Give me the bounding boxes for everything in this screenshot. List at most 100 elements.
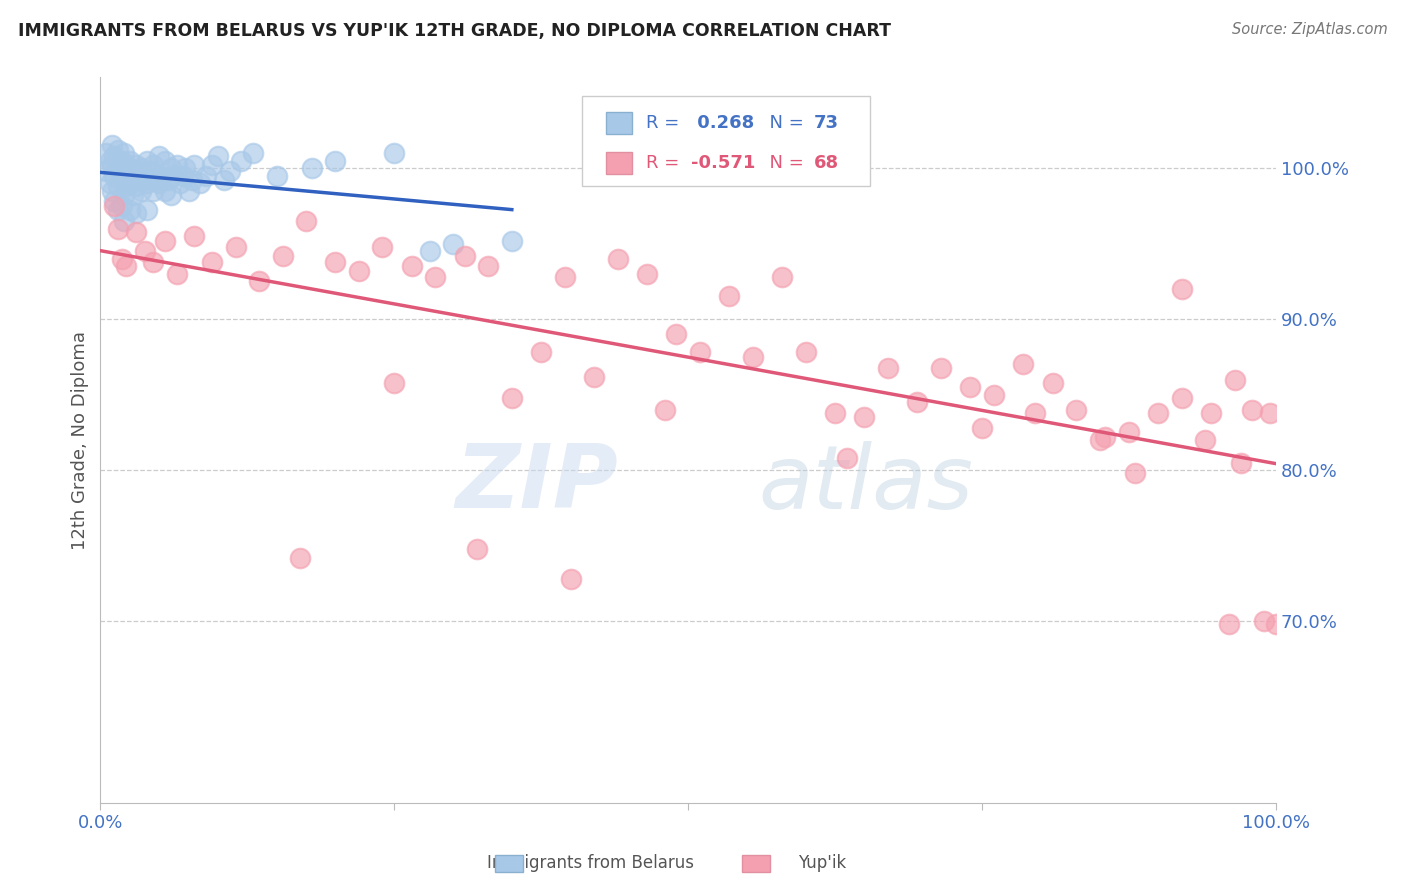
Text: R =: R =: [645, 114, 685, 132]
Point: [107, 143, 129, 157]
Point: [136, 176, 159, 190]
Point: [153, 234, 176, 248]
Point: [107, 161, 129, 175]
Point: [382, 145, 405, 160]
Point: [301, 161, 323, 175]
Point: [741, 350, 763, 364]
Point: [118, 203, 141, 218]
Point: [169, 176, 191, 190]
Point: [160, 161, 183, 175]
Point: [266, 169, 288, 183]
Point: [959, 380, 981, 394]
Point: [181, 173, 204, 187]
Point: [501, 391, 523, 405]
Point: [115, 158, 138, 172]
Point: [530, 345, 553, 359]
Point: [107, 203, 129, 218]
Point: [231, 153, 253, 168]
Point: [142, 254, 165, 268]
Point: [1194, 433, 1216, 447]
Point: [160, 188, 183, 202]
Point: [162, 169, 184, 183]
Point: [983, 387, 1005, 401]
Point: [174, 161, 197, 175]
Point: [122, 164, 145, 178]
Point: [195, 169, 218, 183]
Point: [107, 179, 129, 194]
Point: [418, 244, 440, 259]
Point: [103, 194, 125, 209]
Point: [1064, 402, 1087, 417]
Point: [122, 188, 145, 202]
Point: [325, 153, 347, 168]
Text: 68: 68: [814, 154, 839, 172]
Point: [1012, 358, 1035, 372]
Point: [112, 188, 135, 202]
Point: [718, 289, 741, 303]
Point: [131, 184, 153, 198]
Point: [477, 260, 499, 274]
Point: [441, 236, 464, 251]
Text: R =: R =: [645, 154, 685, 172]
Point: [212, 173, 235, 187]
Text: Source: ZipAtlas.com: Source: ZipAtlas.com: [1232, 22, 1388, 37]
Point: [654, 402, 676, 417]
Point: [183, 158, 205, 172]
Point: [96, 145, 118, 160]
Point: [770, 269, 793, 284]
Point: [401, 260, 423, 274]
Point: [1265, 617, 1288, 632]
Point: [583, 369, 606, 384]
Point: [1171, 391, 1194, 405]
Point: [110, 153, 132, 168]
Text: N =: N =: [758, 114, 808, 132]
Point: [877, 360, 900, 375]
Point: [96, 164, 118, 178]
Point: [1123, 467, 1146, 481]
Point: [824, 406, 846, 420]
Point: [905, 395, 928, 409]
Point: [98, 153, 121, 168]
Point: [554, 269, 576, 284]
Text: Yup'ik: Yup'ik: [799, 855, 846, 872]
Point: [606, 252, 628, 266]
Point: [295, 214, 318, 228]
Point: [127, 169, 149, 183]
Point: [218, 164, 240, 178]
Point: [929, 360, 952, 375]
Point: [148, 176, 170, 190]
Point: [157, 173, 180, 187]
Point: [131, 161, 153, 175]
Point: [970, 421, 993, 435]
Point: [1118, 425, 1140, 440]
Point: [1258, 406, 1281, 420]
Point: [689, 345, 711, 359]
Point: [134, 173, 156, 187]
Point: [124, 206, 146, 220]
Y-axis label: 12th Grade, No Diploma: 12th Grade, No Diploma: [72, 331, 89, 549]
Point: [560, 572, 582, 586]
Point: [1042, 376, 1064, 390]
Point: [425, 269, 447, 284]
Point: [142, 184, 165, 198]
Point: [183, 229, 205, 244]
Point: [138, 164, 160, 178]
Point: [142, 158, 165, 172]
Point: [166, 267, 188, 281]
Point: [188, 176, 211, 190]
Point: [1218, 617, 1240, 632]
Point: [1094, 430, 1116, 444]
Point: [665, 327, 688, 342]
Point: [110, 199, 132, 213]
Point: [115, 179, 138, 194]
Point: [347, 264, 370, 278]
Point: [177, 184, 200, 198]
Point: [501, 234, 523, 248]
Point: [166, 158, 188, 172]
Point: [242, 145, 264, 160]
Point: [271, 249, 294, 263]
Point: [103, 169, 125, 183]
Point: [290, 550, 312, 565]
Point: [201, 158, 224, 172]
Point: [1024, 406, 1046, 420]
